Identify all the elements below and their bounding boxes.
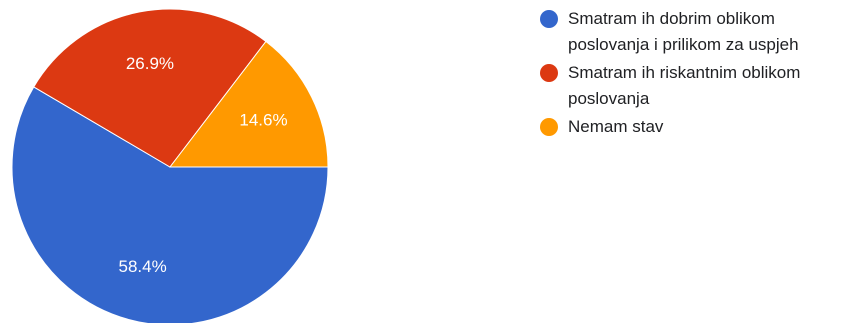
legend-label-riskantan: Smatram ih riskantnim oblikom poslovanja [568,63,801,108]
legend-swatch-dobar [540,10,558,28]
pie-slice-label-riskantan: 26.9% [126,54,174,73]
pie-slice-riskantan[interactable] [33,8,267,168]
legend-item-dobar[interactable]: Smatram ih dobrim oblikom poslovanja i p… [540,6,858,58]
pie-chart: 58.4% 26.9% 14.6% [11,8,329,323]
legend-label-nemam-stav: Nemam stav [568,117,664,136]
pie-slice-labels: 58.4% 26.9% 14.6% [119,54,288,276]
legend-item-nemam-stav[interactable]: Nemam stav [540,114,858,140]
pie-slice-dobar[interactable] [11,86,329,323]
pie-slice-nemam-stav[interactable] [168,40,329,168]
chart-legend: Smatram ih dobrim oblikom poslovanja i p… [540,6,858,142]
legend-swatch-nemam-stav [540,118,558,136]
pie-slices [11,8,329,323]
legend-item-riskantan[interactable]: Smatram ih riskantnim oblikom poslovanja [540,60,858,112]
pie-slice-label-dobar: 58.4% [119,257,167,276]
pie-slice-label-nemam-stav: 14.6% [239,110,287,129]
legend-label-dobar: Smatram ih dobrim oblikom poslovanja i p… [568,9,799,54]
legend-swatch-riskantan [540,64,558,82]
